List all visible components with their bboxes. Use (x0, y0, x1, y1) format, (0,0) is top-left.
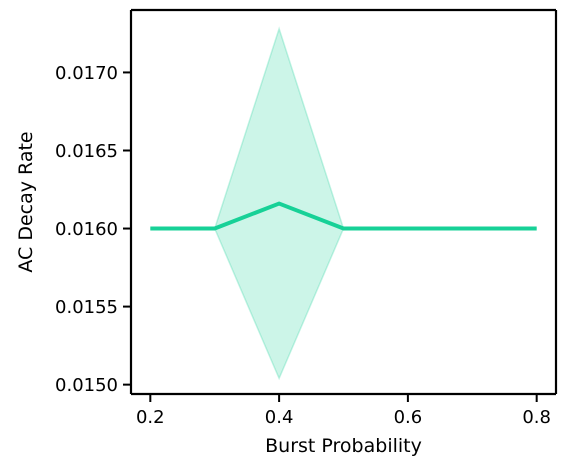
x-tick-label: 0.6 (394, 407, 423, 428)
confidence-band-layer (150, 26, 537, 381)
y-axis-label: AC Decay Rate (15, 131, 37, 272)
y-tick-label: 0.0160 (55, 219, 118, 240)
confidence-band-0 (150, 26, 537, 381)
x-tick-label: 0.4 (265, 407, 294, 428)
y-tick-label: 0.0170 (55, 63, 118, 84)
ticks: 0.2 0.4 0.6 0.8 0.0150 0.0155 0.0160 0.0165 0.01… (55, 63, 551, 428)
y-tick-label: 0.0150 (55, 375, 118, 396)
y-tick-label: 0.0165 (55, 141, 118, 162)
series-line-layer (150, 201, 537, 231)
x-tick-label: 0.2 (136, 407, 165, 428)
series-line-0 (150, 201, 537, 231)
x-axis-label: Burst Probability (265, 435, 422, 457)
axes (129, 8, 558, 396)
y-tick-label: 0.0155 (55, 297, 118, 318)
x-tick-label: 0.8 (522, 407, 551, 428)
